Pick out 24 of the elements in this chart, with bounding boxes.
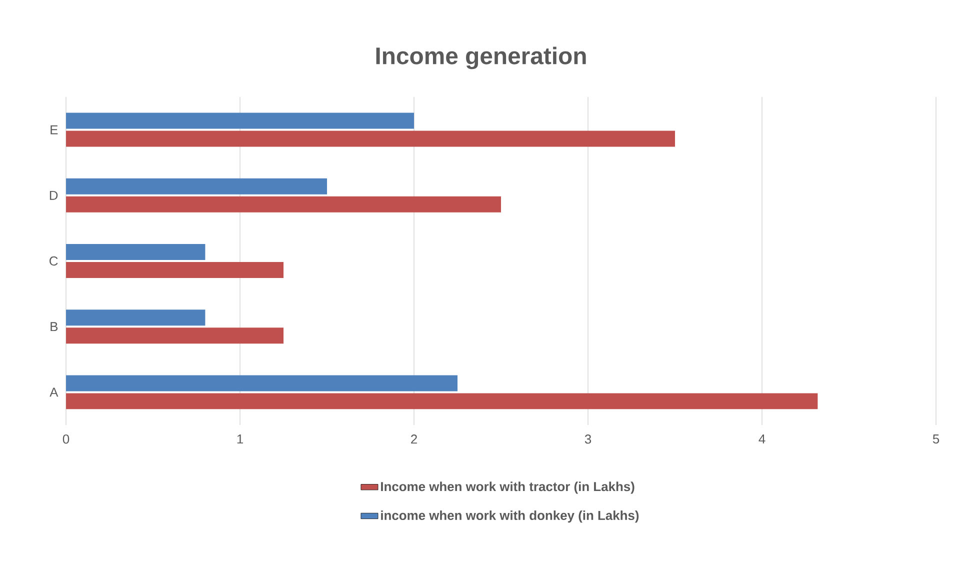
x-tick-label: 2	[411, 434, 417, 444]
legend-label: income when work with donkey (in Lakhs)	[381, 510, 639, 523]
bar	[66, 244, 206, 260]
bar	[66, 112, 414, 129]
bar	[66, 375, 458, 392]
chart-title: Income generation	[376, 46, 586, 70]
bar	[66, 310, 206, 326]
bar	[66, 178, 328, 194]
y-tick-label: B	[50, 322, 58, 332]
bar	[66, 262, 284, 278]
bar	[66, 393, 818, 410]
x-tick-label: 5	[932, 434, 940, 444]
y-tick-label: A	[50, 388, 58, 397]
y-tick-label: C	[50, 256, 58, 266]
y-tick-label: D	[50, 190, 58, 200]
x-tick-label: 4	[758, 434, 766, 444]
y-tick-label: E	[50, 125, 58, 134]
legend-label: Income when work with tractor (in Lakhs)	[381, 482, 634, 494]
x-tick-label: 3	[584, 434, 592, 444]
x-tick-label: 1	[237, 434, 243, 444]
bar	[66, 130, 676, 147]
bar	[66, 328, 284, 344]
x-tick-label: 0	[62, 434, 70, 444]
bar	[66, 196, 502, 212]
